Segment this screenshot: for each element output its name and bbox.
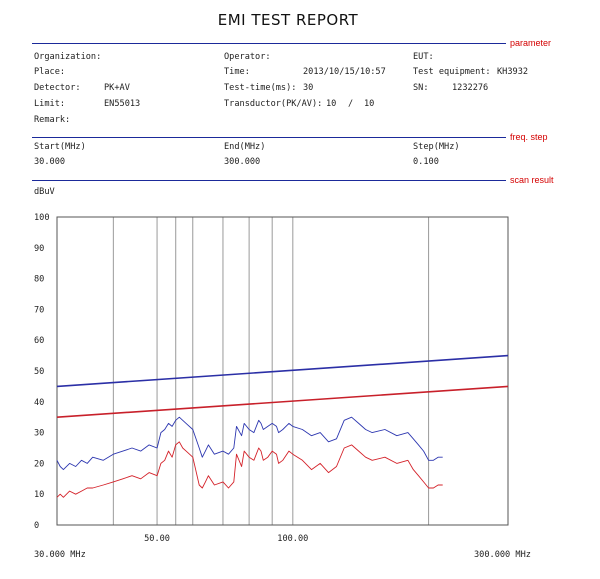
step-label: Step(MHz): [413, 142, 460, 152]
transductor-separator: /: [348, 99, 354, 109]
organization-label: Organization:: [34, 52, 102, 62]
limit-line-0: [56, 354, 509, 388]
test-equipment-value: KH3932: [497, 67, 529, 77]
x-tick-label-0: 50.00: [144, 534, 170, 544]
detector-label: Detector:: [34, 83, 81, 93]
scan-result-section-label: scan result: [510, 175, 554, 185]
x-start-label: 30.000 MHz: [34, 550, 86, 560]
step-value: 0.100: [413, 157, 439, 167]
y-tick-label-100: 100: [34, 213, 50, 223]
measurement-trace-2: [56, 416, 443, 471]
y-tick-label-40: 40: [34, 398, 44, 408]
plot-frame: [56, 216, 509, 526]
end-freq-value: 300.000: [224, 157, 261, 167]
y-tick-label-10: 10: [34, 490, 44, 500]
test-equipment-label: Test equipment:: [413, 67, 491, 77]
parameter-divider: [32, 43, 506, 44]
x-tick-labels: 50.00 100.00: [144, 534, 308, 544]
parameter-section-label: parameter: [510, 38, 552, 48]
start-freq-label: Start(MHz): [34, 142, 86, 152]
limit-line-1: [56, 385, 509, 418]
measurement-trace-3: [56, 441, 443, 498]
limit-label: Limit:: [34, 99, 66, 109]
sn-label: SN:: [413, 83, 429, 93]
y-tick-label-50: 50: [34, 367, 44, 377]
y-tick-label-80: 80: [34, 275, 44, 285]
end-freq-label: End(MHz): [224, 142, 266, 152]
time-value: 2013/10/15/10:57: [303, 67, 386, 77]
y-tick-label-70: 70: [34, 305, 44, 315]
transductor-av-value: 10: [364, 99, 375, 109]
y-tick-label-20: 20: [34, 459, 44, 469]
freq-step-divider: [32, 137, 506, 138]
scan-result-divider: [32, 180, 506, 181]
time-label: Time:: [224, 67, 250, 77]
start-freq-value: 30.000: [34, 157, 66, 167]
freq-step-section-label: freq. step: [510, 132, 548, 142]
report-title: EMI TEST REPORT: [217, 11, 359, 29]
detector-value: PK+AV: [104, 83, 130, 93]
y-tick-labels: 0 10 20 30 40 50 60 70 80 90 100: [34, 213, 50, 531]
sn-value: 1232276: [452, 83, 489, 93]
limit-value: EN55013: [104, 99, 141, 109]
y-tick-label-30: 30: [34, 429, 44, 439]
y-tick-label-60: 60: [34, 336, 44, 346]
series-layer: [56, 354, 509, 498]
eut-label: EUT:: [413, 52, 434, 62]
y-tick-label-0: 0: [34, 521, 39, 531]
operator-label: Operator:: [224, 52, 271, 62]
x-tick-label-1: 100.00: [277, 534, 308, 544]
test-time-value: 30: [303, 83, 314, 93]
place-label: Place:: [34, 67, 66, 77]
test-time-label: Test-time(ms):: [224, 83, 297, 93]
x-end-label: 300.000 MHz: [474, 550, 531, 560]
transductor-label: Transductor(PK/AV):: [224, 99, 323, 109]
transductor-pk-value: 10: [326, 99, 337, 109]
y-tick-label-90: 90: [34, 244, 44, 254]
y-axis-label: dBuV: [34, 187, 55, 197]
remark-label: Remark:: [34, 115, 71, 125]
